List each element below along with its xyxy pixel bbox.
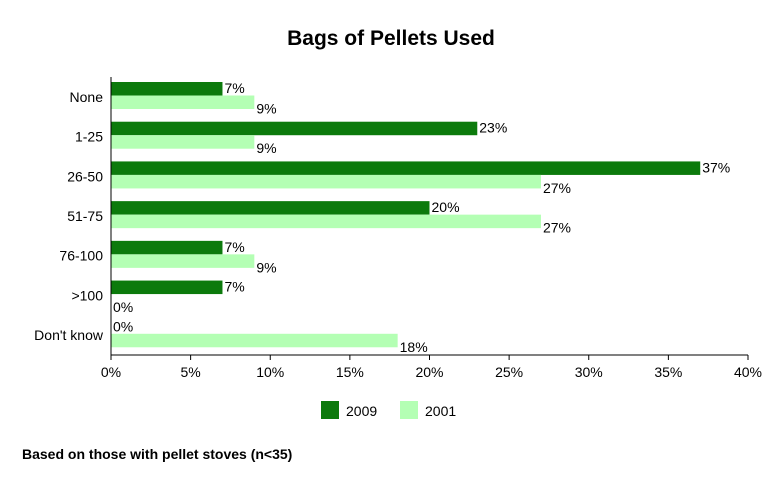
- bar-2009: [111, 240, 223, 255]
- category-label: 26-50: [67, 168, 103, 184]
- data-label: 20%: [432, 199, 460, 215]
- legend-swatch-2009: [321, 401, 339, 419]
- bar-2001: [111, 333, 398, 348]
- data-label: 9%: [256, 259, 276, 275]
- chart-title: Bags of Pellets Used: [287, 27, 495, 50]
- x-tick-label: 40%: [734, 364, 762, 380]
- data-label: 0%: [113, 318, 133, 334]
- footnote: Based on those with pellet stoves (n<35): [22, 446, 292, 462]
- category-label: 1-25: [75, 129, 103, 145]
- legend-label: 2001: [425, 403, 456, 419]
- x-tick-label: 0%: [101, 364, 121, 380]
- bar-2009: [111, 121, 478, 136]
- data-label: 27%: [543, 180, 571, 196]
- data-label: 23%: [479, 120, 507, 136]
- data-label: 18%: [400, 339, 428, 355]
- x-tick-label: 35%: [654, 364, 682, 380]
- category-label: 76-100: [59, 248, 103, 264]
- data-label: 7%: [224, 239, 244, 255]
- data-label: 7%: [224, 279, 244, 295]
- data-label: 7%: [224, 80, 244, 96]
- x-tick-label: 25%: [495, 364, 523, 380]
- bar-2001: [111, 95, 255, 109]
- x-tick-label: 15%: [336, 364, 364, 380]
- bar-2009: [111, 161, 701, 175]
- bar-2009: [111, 201, 430, 215]
- x-tick-label: 5%: [181, 364, 201, 380]
- data-label: 0%: [113, 299, 133, 315]
- data-label: 9%: [256, 140, 276, 156]
- category-label: Don't know: [34, 327, 104, 343]
- x-tick-label: 20%: [415, 364, 443, 380]
- category-label: 51-75: [67, 208, 103, 224]
- bar-2009: [111, 280, 223, 295]
- category-label: None: [70, 89, 104, 105]
- bar-2009: [111, 82, 223, 96]
- bar-2001: [111, 135, 255, 149]
- category-label: >100: [71, 287, 103, 303]
- legend-swatch-2001: [400, 401, 418, 419]
- bar-2001: [111, 214, 541, 229]
- data-label: 37%: [702, 159, 730, 175]
- bar-2001: [111, 254, 255, 268]
- x-tick-label: 10%: [256, 364, 284, 380]
- x-tick-label: 30%: [575, 364, 603, 380]
- data-label: 9%: [256, 101, 276, 117]
- bar-2001: [111, 174, 541, 189]
- legend-label: 2009: [346, 403, 377, 419]
- data-label: 27%: [543, 220, 571, 236]
